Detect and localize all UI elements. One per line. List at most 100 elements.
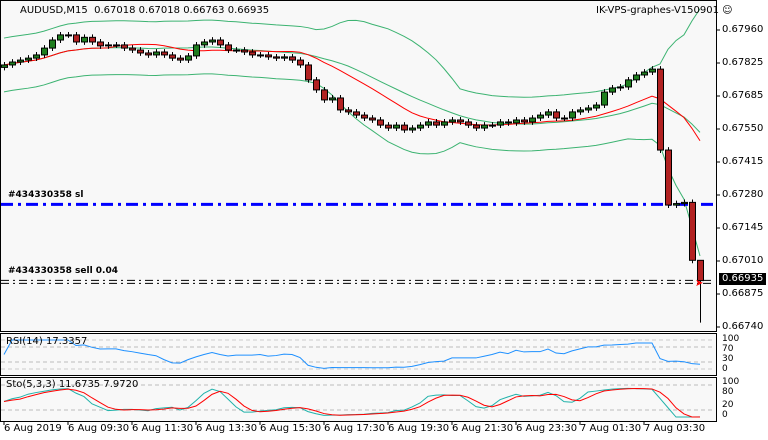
candle <box>481 124 488 129</box>
price-label: 0.67550 <box>722 123 764 134</box>
candle <box>49 39 56 49</box>
candle <box>217 39 224 46</box>
candle <box>569 111 576 119</box>
candle <box>201 41 208 46</box>
candle <box>289 56 296 61</box>
stoch-level-20: 20 <box>722 400 734 410</box>
candle <box>337 97 344 111</box>
candle <box>1 64 8 68</box>
candle <box>161 51 168 56</box>
candle <box>97 41 104 47</box>
candle <box>473 124 480 129</box>
stoch-label: Sto(5,3,3) 11.6735 7.9720 <box>6 379 139 390</box>
candle <box>153 51 160 56</box>
stoch-level-100: 100 <box>722 377 740 387</box>
candle <box>449 119 456 123</box>
time-label: 7 Aug 01:30 <box>580 423 642 434</box>
candle <box>281 56 288 59</box>
time-label: 6 Aug 23:30 <box>516 423 578 434</box>
price-label: 0.67280 <box>722 189 764 200</box>
candle <box>345 109 352 113</box>
candle <box>641 71 648 76</box>
price-label: 0.67145 <box>722 222 764 233</box>
time-label: 6 Aug 15:30 <box>260 423 322 434</box>
chart-title: AUDUSD,M15 0.67018 0.67018 0.66763 0.669… <box>20 5 270 16</box>
candle <box>681 201 688 205</box>
rsi-level-30: 30 <box>722 354 734 364</box>
time-label: 6 Aug 21:30 <box>452 423 514 434</box>
candle <box>433 121 440 126</box>
candle <box>329 97 336 101</box>
bollinger-middle <box>3 46 701 133</box>
candle <box>369 117 376 121</box>
candle <box>361 114 368 119</box>
order-arrow-icon: ➤ <box>695 278 703 289</box>
candle <box>169 54 176 59</box>
price-label: 0.66740 <box>722 321 764 332</box>
candle <box>81 36 88 43</box>
candle <box>593 104 600 109</box>
candle <box>585 107 592 111</box>
candle <box>233 49 240 52</box>
candle <box>521 119 528 123</box>
candle <box>225 44 232 51</box>
stoch-level-0: 0 <box>722 410 728 420</box>
candle <box>89 36 96 43</box>
candle <box>209 39 216 43</box>
candle <box>73 34 80 43</box>
sl-line-label: #434330358 sl <box>8 190 84 200</box>
candle <box>57 34 64 41</box>
candle <box>25 57 32 61</box>
smiley-icon: ☺ <box>722 5 733 16</box>
candle <box>665 149 672 206</box>
candle <box>129 47 136 51</box>
candle <box>673 203 680 206</box>
bollinger-upper <box>3 8 701 98</box>
candle <box>529 117 536 123</box>
candle <box>545 111 552 116</box>
rsi-line <box>3 339 701 369</box>
candle <box>321 89 328 101</box>
sell-line-label: #434330358 sell 0.04 <box>8 266 119 276</box>
current-price-tag: 0.66935 <box>719 273 767 285</box>
candle <box>305 64 312 81</box>
candle <box>273 56 280 59</box>
candle <box>241 49 248 53</box>
candle <box>137 49 144 54</box>
price-label: 0.67685 <box>722 90 764 101</box>
candle <box>457 119 464 123</box>
candle <box>353 111 360 116</box>
time-label: 6 Aug 19:30 <box>388 423 450 434</box>
stoch-signal-line <box>3 388 701 418</box>
candle <box>121 44 128 49</box>
time-label: 6 Aug 13:30 <box>196 423 258 434</box>
candle <box>401 124 408 131</box>
time-label: 6 Aug 11:30 <box>132 423 194 434</box>
candle <box>497 121 504 126</box>
candle <box>257 54 264 57</box>
candle <box>513 119 520 124</box>
candle <box>313 79 320 91</box>
candle <box>385 124 392 129</box>
candle <box>505 121 512 124</box>
candle <box>601 91 608 106</box>
candle <box>113 44 120 47</box>
candle <box>393 124 400 129</box>
candle <box>17 59 24 63</box>
time-label: 6 Aug 17:30 <box>324 423 386 434</box>
candle <box>657 68 664 151</box>
price-label: 0.67960 <box>722 24 764 35</box>
candle <box>409 127 416 131</box>
candle <box>65 34 72 37</box>
rsi-level-70: 70 <box>722 344 734 354</box>
candle <box>417 124 424 129</box>
candle <box>177 57 184 61</box>
rsi-level-0: 0 <box>722 364 728 374</box>
candle <box>297 59 304 66</box>
candle <box>441 121 448 126</box>
candle <box>577 109 584 113</box>
candle <box>41 47 48 56</box>
candle <box>697 259 704 282</box>
candle <box>377 119 384 126</box>
